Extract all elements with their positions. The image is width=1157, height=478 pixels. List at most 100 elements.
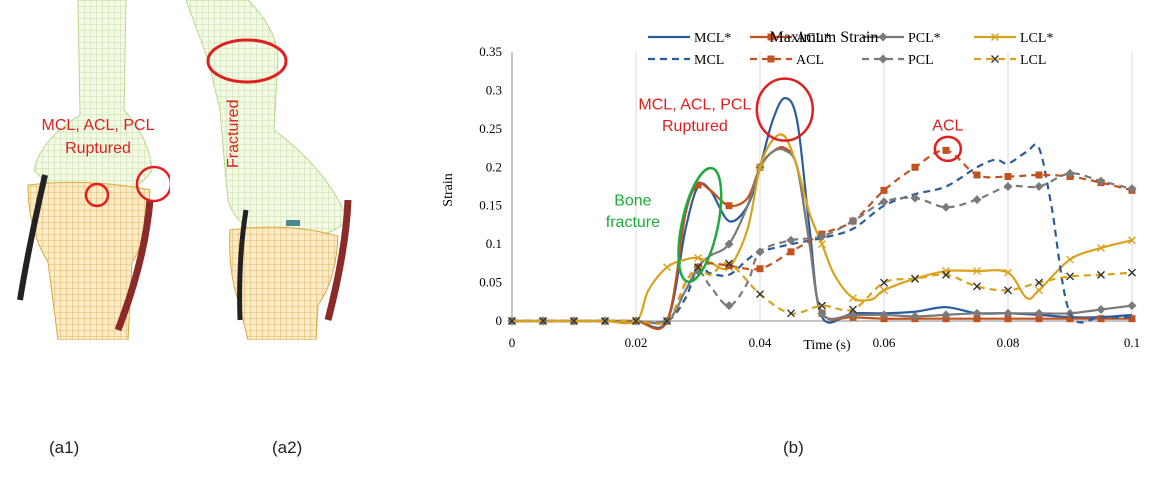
data-point bbox=[911, 163, 919, 171]
data-point bbox=[570, 317, 578, 325]
annotation-acl: ACL bbox=[932, 117, 963, 134]
rupture-label-line2: Ruptured bbox=[65, 140, 131, 157]
data-point bbox=[880, 278, 888, 287]
legend-item: PCL bbox=[862, 53, 934, 68]
data-point bbox=[694, 253, 702, 262]
legend: MCL* ACL* PCL* LCL* MCL ACL PCL LCL bbox=[648, 31, 1053, 68]
legend-item: LCL bbox=[974, 53, 1046, 68]
implant-marker bbox=[286, 220, 300, 226]
fracture-label: Fractured bbox=[225, 100, 242, 168]
data-point bbox=[663, 263, 671, 272]
series-pcl bbox=[507, 168, 1137, 326]
legend-label: ACL* bbox=[796, 31, 831, 46]
rupture-circle-center bbox=[84, 182, 110, 208]
data-point bbox=[1097, 315, 1105, 323]
legend-marker bbox=[878, 54, 888, 64]
legend-marker bbox=[991, 55, 999, 63]
y-tick-label: 0.05 bbox=[479, 275, 502, 290]
legend-item: LCL* bbox=[974, 31, 1053, 46]
caption-b: (b) bbox=[783, 438, 804, 457]
data-point bbox=[1097, 243, 1105, 252]
data-point bbox=[694, 263, 702, 272]
legend-item: ACL* bbox=[750, 31, 831, 46]
legend-label: MCL bbox=[694, 53, 724, 68]
data-point bbox=[1066, 315, 1074, 323]
data-point bbox=[724, 301, 734, 311]
annotation-bone-line1: Bone bbox=[614, 193, 651, 210]
data-point bbox=[817, 231, 827, 241]
legend-label: MCL* bbox=[694, 31, 731, 46]
chart-title: Maximum Strain bbox=[770, 29, 879, 46]
ligament-lateral bbox=[17, 174, 48, 301]
legend-marker bbox=[991, 33, 999, 41]
tibia-mesh bbox=[229, 226, 339, 340]
x-tick-label: 0.04 bbox=[749, 335, 772, 350]
data-point bbox=[973, 267, 981, 276]
ligament-medial bbox=[114, 199, 154, 332]
series-line bbox=[511, 97, 1133, 329]
series-lcl bbox=[508, 259, 1136, 325]
x-tick-label: 0.02 bbox=[625, 335, 648, 350]
data-point bbox=[663, 317, 671, 325]
data-point bbox=[1066, 272, 1074, 281]
y-tick-label: 0.1 bbox=[486, 236, 502, 251]
legend-label: LCL bbox=[1020, 53, 1046, 68]
data-point bbox=[910, 193, 920, 203]
data-point bbox=[1003, 182, 1013, 191]
data-point bbox=[1034, 182, 1044, 191]
axes: 0 0.02 0.04 0.06 0.08 0.1 0 0.05 0.1 0.15 0.2 0.25 0… bbox=[479, 44, 1140, 350]
data-point bbox=[849, 305, 857, 314]
x-tick-label: 0 bbox=[509, 335, 516, 350]
data-point bbox=[972, 308, 982, 318]
data-point bbox=[973, 315, 981, 323]
data-point bbox=[632, 317, 640, 325]
knee-model-ruptured-ligaments: MCL, ACL, PCL Ruptured bbox=[17, 0, 170, 340]
data-point bbox=[787, 309, 795, 318]
fracture-circle bbox=[206, 38, 288, 84]
data-point bbox=[756, 290, 764, 299]
vertical-gridlines bbox=[635, 52, 1133, 321]
legend-item: ACL bbox=[750, 53, 824, 68]
rupture-circle bbox=[755, 77, 815, 142]
femur-mesh bbox=[33, 0, 153, 195]
x-tick-label: 0.1 bbox=[1124, 335, 1140, 350]
knee-model-fractured-bone: Fractured bbox=[185, 0, 352, 340]
data-point bbox=[756, 163, 764, 172]
y-tick-label: 0.35 bbox=[479, 44, 502, 59]
y-axis-label: Strain bbox=[441, 173, 456, 206]
data-point bbox=[1128, 268, 1136, 277]
data-point bbox=[942, 146, 950, 154]
femur-mesh bbox=[185, 0, 349, 239]
data-point bbox=[1065, 168, 1075, 178]
data-point bbox=[1004, 315, 1012, 323]
series-mcl-star bbox=[511, 97, 1133, 329]
legend-marker bbox=[878, 32, 888, 42]
data-point bbox=[756, 265, 764, 273]
data-point bbox=[1004, 268, 1012, 277]
data-point bbox=[848, 216, 858, 226]
data-point bbox=[1035, 171, 1043, 179]
data-point bbox=[601, 317, 609, 325]
x-tick-label: 0.06 bbox=[873, 335, 896, 350]
data-point bbox=[508, 317, 516, 325]
data-point bbox=[942, 270, 950, 279]
x-axis-label: Time (s) bbox=[803, 338, 851, 353]
data-point bbox=[725, 202, 733, 210]
data-point bbox=[818, 301, 826, 310]
data-point bbox=[941, 202, 951, 212]
data-point bbox=[1035, 315, 1043, 323]
legend-label: LCL* bbox=[1020, 31, 1053, 46]
data-point bbox=[725, 262, 733, 270]
y-tick-label: 0.15 bbox=[479, 198, 502, 213]
annotation-rupture-line1: MCL, ACL, PCL bbox=[638, 97, 751, 114]
data-point bbox=[1127, 301, 1137, 311]
data-point bbox=[786, 235, 796, 245]
annotation-bone-line2: fracture bbox=[606, 214, 660, 231]
data-point bbox=[1004, 286, 1012, 295]
series-group bbox=[507, 97, 1137, 330]
x-tick-label: 0.08 bbox=[997, 335, 1020, 350]
data-point bbox=[941, 310, 951, 320]
acl-circle bbox=[933, 135, 963, 163]
legend-marker bbox=[767, 33, 775, 41]
data-point bbox=[910, 311, 920, 321]
